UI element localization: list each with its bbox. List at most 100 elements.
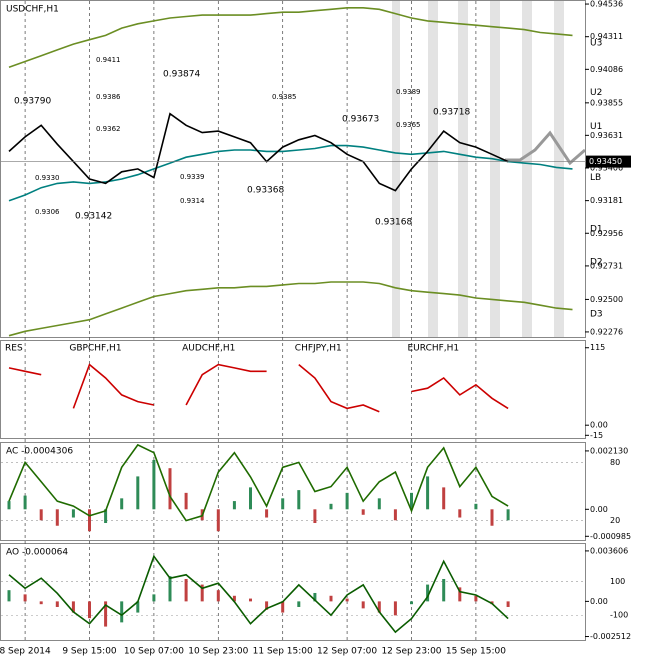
histogram-bar [120, 601, 124, 623]
histogram-bar [216, 590, 220, 602]
histogram-bar [393, 509, 397, 521]
shade [392, 1, 400, 337]
histogram-bar [184, 578, 188, 602]
pane-frame [0, 0, 586, 338]
series-label: EURCHF,H1 [408, 344, 460, 354]
y-tick-label: 0.93855 [590, 98, 623, 107]
level-label: U3 [590, 38, 602, 48]
level-annotation: 0.9389 [396, 88, 421, 96]
histogram-bar [426, 476, 430, 510]
histogram-bar [329, 503, 333, 510]
x-tick-label: 15 Sep 15:00 [446, 647, 506, 657]
level-annotation: 0.9330 [35, 174, 60, 182]
histogram-bar [168, 468, 172, 510]
histogram-bar [55, 601, 59, 607]
histogram-bar [7, 590, 11, 602]
level-annotation: 0.9411 [96, 56, 121, 64]
histogram-bar [458, 509, 462, 518]
histogram-bar [393, 601, 397, 616]
histogram-bar [506, 509, 510, 521]
series-label: RES [5, 344, 23, 354]
histogram-bar [377, 498, 381, 510]
level-label: D2 [590, 258, 603, 268]
histogram-bar [55, 509, 59, 526]
histogram-bar [88, 601, 91, 619]
histogram-bar [281, 601, 285, 613]
series-line [8, 7, 573, 69]
pane-frame [0, 442, 586, 541]
price-annotation: 0.93874 [163, 70, 200, 80]
series-line [8, 281, 573, 337]
y2-tick-label: 20 [610, 516, 620, 525]
level-annotation: 0.9365 [396, 121, 421, 129]
y-tick-label: -0.002512 [590, 632, 631, 641]
x-tick-label: 10 Sep 23:00 [188, 647, 248, 657]
y-tick-label: 0.002130 [590, 446, 628, 455]
y-tick-label: 0.94536 [590, 0, 623, 9]
histogram-bar [104, 509, 108, 524]
last-price-label: 0.93450 [589, 157, 622, 166]
histogram-bar [345, 492, 349, 510]
pane-title: AC -0.0004306 [6, 447, 73, 457]
histogram-bar [377, 601, 381, 613]
histogram-bar [313, 592, 317, 602]
histogram-bar [410, 601, 413, 605]
level-annotation: 0.9306 [35, 208, 60, 216]
y-tick-label: 0.94086 [590, 65, 623, 74]
histogram-bar [7, 501, 11, 510]
series-label: GBPCHF,H1 [69, 344, 121, 354]
shade [554, 1, 564, 337]
level-annotation: 0.9386 [96, 93, 121, 101]
x-tick-label: 8 Sep 2014 [0, 647, 51, 657]
histogram-bar [232, 595, 236, 602]
projection [505, 130, 586, 166]
shade [428, 1, 438, 337]
series-line [185, 363, 267, 406]
y-tick-label: 115 [590, 343, 605, 352]
histogram-bar [152, 594, 156, 602]
session-shading [392, 1, 564, 337]
pane-title: AO -0.000064 [6, 548, 68, 558]
y-tick-label: 0.93631 [590, 131, 623, 140]
histogram-bar [313, 509, 317, 524]
price-annotation: 0.93168 [375, 218, 412, 228]
price-annotation: 0.93142 [75, 212, 112, 222]
level-annotation: 0.9314 [180, 197, 205, 205]
histogram-bar [361, 601, 365, 609]
histogram-bar [23, 594, 27, 602]
histogram-bar [152, 459, 156, 510]
histogram-bar [184, 492, 188, 510]
x-tick-label: 10 Sep 07:00 [124, 647, 184, 657]
histogram-bar [120, 498, 124, 510]
histogram-bar [506, 601, 510, 607]
level-annotation: 0.9339 [180, 173, 205, 181]
y2-tick-label: -100 [610, 611, 628, 620]
series-label: AUDCHF,H1 [182, 344, 235, 354]
histogram-bar [136, 601, 140, 613]
x-tick-label: 12 Sep 23:00 [381, 647, 441, 657]
histogram-bar [71, 601, 75, 613]
y-tick-label: 0.00 [590, 505, 608, 514]
histogram-bar [216, 509, 220, 532]
x-tick-label: 11 Sep 15:00 [253, 647, 313, 657]
histogram-bar [442, 578, 446, 602]
level-annotation: 0.9362 [96, 125, 121, 133]
histogram-bar [329, 595, 333, 602]
y-tick-label: 0.92956 [590, 229, 623, 238]
histogram-bar [345, 598, 349, 602]
level-label: D1 [590, 225, 603, 235]
histogram-bar [39, 509, 43, 521]
series-line [8, 443, 509, 522]
x-tick-label: 12 Sep 07:00 [317, 647, 377, 657]
histogram-bar [39, 601, 43, 605]
histogram-bar [88, 509, 91, 532]
y-tick-label: 0.92731 [590, 261, 623, 270]
histogram-bar [249, 487, 252, 510]
histogram-bar [104, 601, 108, 627]
pane-frames [0, 0, 586, 641]
pane-frame [0, 340, 586, 439]
y-tick-label: -0.000985 [590, 532, 631, 541]
level-label: U2 [590, 88, 602, 98]
y-tick-label: 0.00 [590, 597, 608, 606]
price-annotation: 0.93790 [14, 97, 51, 107]
